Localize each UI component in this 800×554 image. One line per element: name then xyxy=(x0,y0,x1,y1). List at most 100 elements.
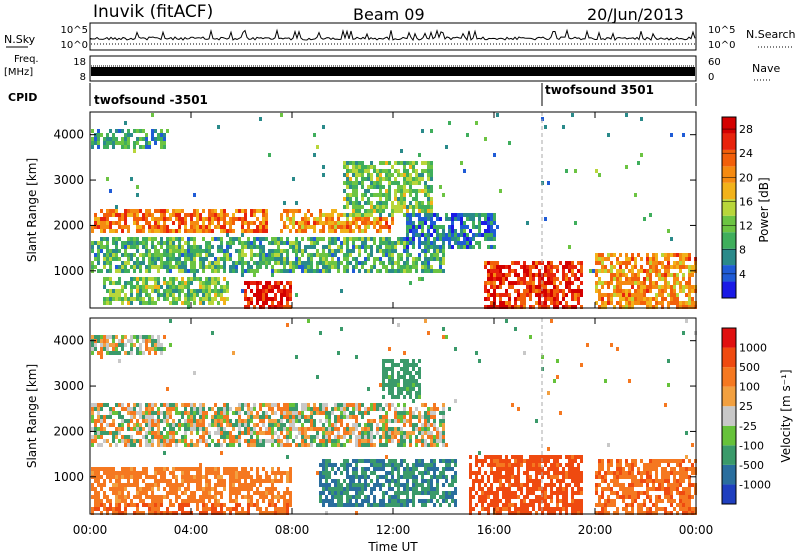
heatmap-cell xyxy=(406,189,409,193)
heatmap-cell xyxy=(283,289,286,293)
heatmap-cell xyxy=(472,233,475,237)
heatmap-cell xyxy=(223,503,226,507)
heatmap-cell xyxy=(487,217,490,221)
heatmap-cell xyxy=(196,499,199,503)
heatmap-cell xyxy=(220,249,223,253)
heatmap-cell xyxy=(211,471,214,475)
heatmap-cell xyxy=(568,245,571,249)
heatmap-cell xyxy=(688,289,691,293)
heatmap-cell xyxy=(295,209,298,213)
heatmap-cell xyxy=(259,507,262,511)
heatmap-cell xyxy=(160,443,163,447)
heatmap-cell xyxy=(253,293,256,297)
heatmap-cell xyxy=(355,503,358,507)
heatmap-cell xyxy=(241,467,244,471)
heatmap-cell xyxy=(115,471,118,475)
heatmap-cell xyxy=(538,285,541,289)
heatmap-cell xyxy=(634,265,637,269)
heatmap-cell xyxy=(172,427,175,431)
heatmap-cell xyxy=(283,257,286,261)
heatmap-cell xyxy=(124,503,127,507)
heatmap-cell xyxy=(229,253,232,257)
heatmap-cell xyxy=(490,213,493,217)
heatmap-cell xyxy=(208,277,211,281)
heatmap-cell xyxy=(310,245,313,249)
heatmap-cell xyxy=(118,257,121,261)
heatmap-cell xyxy=(103,301,106,305)
heatmap-cell xyxy=(622,297,625,301)
heatmap-cell xyxy=(253,221,256,225)
heatmap-cell xyxy=(202,503,205,507)
heatmap-cell xyxy=(193,407,196,411)
heatmap-cell xyxy=(211,407,214,411)
heatmap-cell xyxy=(601,293,604,297)
heatmap-cell xyxy=(154,471,157,475)
heatmap-cell xyxy=(337,221,340,225)
heatmap-cell xyxy=(442,427,445,431)
heatmap-cell xyxy=(106,221,109,225)
heatmap-cell xyxy=(286,431,289,435)
heatmap-cell xyxy=(142,297,145,301)
heatmap-cell xyxy=(436,487,439,491)
heatmap-cell xyxy=(328,225,331,229)
heatmap-cell xyxy=(262,289,265,293)
heatmap-cell xyxy=(202,281,205,285)
heatmap-cell xyxy=(280,253,283,257)
heatmap-cell xyxy=(430,407,433,411)
heatmap-cell xyxy=(298,209,301,213)
heatmap-cell xyxy=(610,277,613,281)
heatmap-cell xyxy=(250,499,253,503)
heatmap-cell xyxy=(253,407,256,411)
heatmap-cell xyxy=(301,217,304,221)
heatmap-cell xyxy=(415,205,418,209)
heatmap-cell xyxy=(493,455,496,459)
heatmap-cell xyxy=(172,245,175,249)
heatmap-cell xyxy=(415,201,418,205)
heatmap-cell xyxy=(343,237,346,241)
heatmap-cell xyxy=(118,237,121,241)
heatmap-cell xyxy=(646,277,649,281)
heatmap-cell xyxy=(673,261,676,265)
heatmap-cell xyxy=(289,285,292,289)
heatmap-cell xyxy=(448,121,451,125)
heatmap-cell xyxy=(103,229,106,233)
heatmap-cell xyxy=(430,209,433,213)
heatmap-cell xyxy=(172,221,175,225)
colorbar-swatch xyxy=(722,281,736,298)
heatmap-cell xyxy=(340,213,343,217)
heatmap-cell xyxy=(523,289,526,293)
heatmap-cell xyxy=(157,221,160,225)
heatmap-cell xyxy=(124,245,127,249)
heatmap-cell xyxy=(172,301,175,305)
heatmap-cell xyxy=(649,305,652,309)
heatmap-cell xyxy=(679,285,682,289)
heatmap-cell xyxy=(118,479,121,483)
heatmap-cell xyxy=(115,351,118,355)
heatmap-cell xyxy=(94,423,97,427)
heatmap-cell xyxy=(364,499,367,503)
heatmap-cell xyxy=(337,249,340,253)
heatmap-cell xyxy=(631,281,634,285)
heatmap-cell xyxy=(367,213,370,217)
heatmap-cell xyxy=(235,237,238,241)
heatmap-cell xyxy=(289,297,292,301)
heatmap-cell xyxy=(355,161,358,165)
heatmap-cell xyxy=(319,221,322,225)
heatmap-cell xyxy=(208,467,211,471)
heatmap-cell xyxy=(427,173,430,177)
heatmap-cell xyxy=(394,379,397,383)
heatmap-cell xyxy=(325,415,328,419)
heatmap-cell xyxy=(295,427,298,431)
heatmap-cell xyxy=(154,221,157,225)
heatmap-cell xyxy=(151,347,154,351)
cpid-panel: twofsound -3501 twofsound 3501 CPID xyxy=(8,83,697,107)
heatmap-cell xyxy=(490,233,493,237)
heatmap-cell xyxy=(391,257,394,261)
heatmap-cell xyxy=(355,257,358,261)
heatmap-cell xyxy=(409,471,412,475)
heatmap-cell xyxy=(199,217,202,221)
heatmap-cell xyxy=(142,285,145,289)
heatmap-cell xyxy=(379,419,382,423)
heatmap-cell xyxy=(358,495,361,499)
heatmap-cell xyxy=(118,225,121,229)
